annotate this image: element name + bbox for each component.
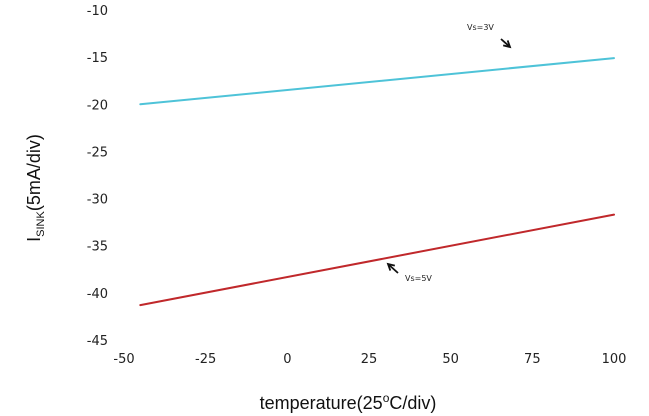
y-tick-label: -45 <box>87 334 108 349</box>
annotation-label-vs3v: Vs=3V <box>467 23 494 32</box>
series-line-vs5v <box>139 213 615 307</box>
x-tick-label: -25 <box>195 352 216 367</box>
x-tick-label: 25 <box>361 352 378 367</box>
series-layer <box>139 57 615 307</box>
annotation-label-vs5v: Vs=5V <box>405 274 432 283</box>
x-tick-label: 50 <box>442 352 459 367</box>
y-tick-labels: -10 -15 -20 -25 -30 -35 -40 -45 <box>87 4 108 349</box>
x-tick-label: 0 <box>283 352 291 367</box>
series-line-vs3v <box>139 57 615 106</box>
y-tick-label: -40 <box>87 287 108 302</box>
arrow-up-left-icon <box>386 262 399 274</box>
y-axis-title: ISINK(5mA/div) <box>24 134 47 242</box>
y-tick-label: -35 <box>87 240 108 255</box>
x-tick-labels: -50 -25 0 25 50 75 100 <box>113 352 626 367</box>
y-tick-label: -20 <box>87 98 108 113</box>
x-tick-label: 100 <box>602 352 627 367</box>
arrow-down-right-icon <box>500 38 512 49</box>
y-tick-label: -10 <box>87 4 108 19</box>
annotations: Vs=3V Vs=5V <box>386 23 512 283</box>
x-tick-label: -50 <box>113 352 134 367</box>
y-tick-label: -30 <box>87 193 108 208</box>
y-tick-label: -15 <box>87 51 108 66</box>
x-axis-title: temperature(25oC/div) <box>260 391 437 413</box>
x-tick-label: 75 <box>524 352 541 367</box>
y-tick-label: -25 <box>87 145 108 160</box>
